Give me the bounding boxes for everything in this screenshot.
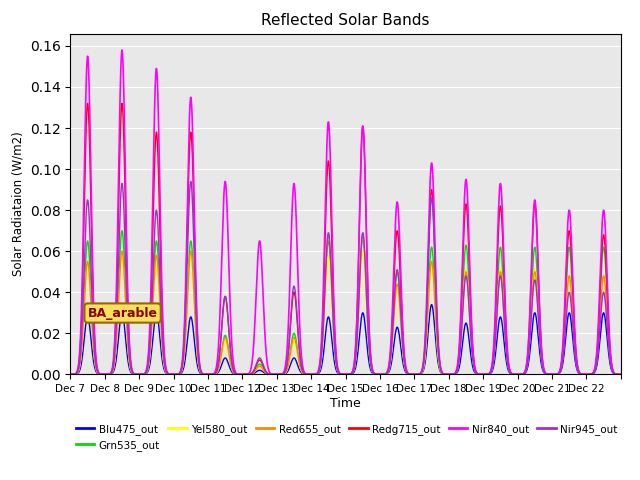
Line: Blu475_out: Blu475_out: [70, 305, 621, 374]
Text: BA_arable: BA_arable: [88, 307, 157, 320]
Line: Redg715_out: Redg715_out: [70, 103, 621, 374]
Redg715_out: [543, 371, 550, 377]
Grn535_out: [609, 369, 617, 375]
Yel580_out: [359, 249, 367, 254]
Red655_out: [512, 372, 520, 377]
Line: Red655_out: Red655_out: [70, 235, 621, 374]
Blu475_out: [543, 372, 550, 377]
Nir840_out: [122, 184, 129, 190]
Nir945_out: [379, 372, 387, 377]
Grn535_out: [118, 228, 126, 234]
Red655_out: [609, 370, 617, 375]
Yel580_out: [239, 372, 247, 377]
Blu475_out: [241, 372, 248, 377]
Redg715_out: [512, 372, 520, 377]
Nir945_out: [187, 179, 195, 184]
Blu475_out: [428, 302, 435, 308]
Nir945_out: [617, 372, 625, 377]
Nir945_out: [122, 253, 129, 259]
Redg715_out: [122, 215, 129, 221]
Red655_out: [241, 372, 248, 377]
Grn535_out: [241, 372, 248, 377]
Redg715_out: [67, 372, 74, 377]
Yel580_out: [241, 372, 248, 377]
Yel580_out: [67, 372, 74, 377]
Grn535_out: [239, 372, 247, 377]
Grn535_out: [543, 371, 550, 377]
Nir840_out: [379, 372, 387, 377]
Nir945_out: [239, 372, 247, 377]
Line: Yel580_out: Yel580_out: [70, 252, 621, 374]
Grn535_out: [512, 372, 520, 377]
Red655_out: [324, 232, 332, 238]
Grn535_out: [617, 372, 625, 377]
Y-axis label: Solar Radiataion (W/m2): Solar Radiataion (W/m2): [12, 132, 24, 276]
Nir840_out: [67, 372, 74, 377]
Redg715_out: [84, 100, 92, 106]
Nir945_out: [241, 372, 248, 377]
Legend: Blu475_out, Grn535_out, Yel580_out, Red655_out, Redg715_out, Nir840_out, Nir945_: Blu475_out, Grn535_out, Yel580_out, Red6…: [76, 424, 618, 451]
Red655_out: [617, 372, 625, 377]
Grn535_out: [67, 372, 74, 377]
Nir840_out: [511, 372, 519, 377]
Blu475_out: [67, 372, 74, 377]
Nir840_out: [609, 368, 617, 374]
Blu475_out: [122, 334, 129, 339]
Line: Nir945_out: Nir945_out: [70, 181, 621, 374]
Blu475_out: [617, 372, 625, 377]
Blu475_out: [609, 371, 617, 376]
Nir840_out: [118, 47, 126, 53]
Yel580_out: [512, 372, 520, 377]
Yel580_out: [609, 370, 617, 375]
Redg715_out: [239, 372, 247, 377]
Redg715_out: [609, 369, 617, 375]
Blu475_out: [239, 372, 247, 377]
Red655_out: [67, 372, 74, 377]
Blu475_out: [512, 372, 520, 377]
Title: Reflected Solar Bands: Reflected Solar Bands: [261, 13, 430, 28]
X-axis label: Time: Time: [330, 397, 361, 410]
Nir840_out: [241, 372, 248, 377]
Yel580_out: [543, 371, 550, 377]
Yel580_out: [379, 372, 387, 377]
Line: Grn535_out: Grn535_out: [70, 231, 621, 374]
Grn535_out: [122, 288, 129, 294]
Nir945_out: [67, 372, 74, 377]
Nir840_out: [617, 372, 625, 377]
Redg715_out: [241, 372, 248, 377]
Red655_out: [122, 295, 129, 301]
Red655_out: [379, 372, 387, 377]
Nir945_out: [609, 370, 617, 376]
Nir840_out: [543, 371, 550, 377]
Line: Nir840_out: Nir840_out: [70, 50, 621, 374]
Redg715_out: [617, 372, 625, 377]
Nir945_out: [543, 372, 550, 377]
Blu475_out: [379, 372, 387, 377]
Red655_out: [543, 371, 550, 377]
Redg715_out: [379, 372, 387, 377]
Yel580_out: [122, 299, 129, 305]
Red655_out: [239, 372, 247, 377]
Grn535_out: [379, 372, 387, 377]
Yel580_out: [617, 372, 625, 377]
Nir945_out: [512, 372, 520, 377]
